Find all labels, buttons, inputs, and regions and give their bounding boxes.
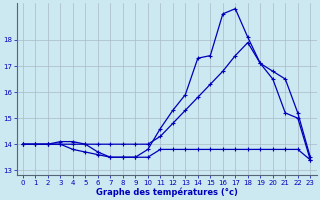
X-axis label: Graphe des températures (°c): Graphe des températures (°c) [96,187,237,197]
